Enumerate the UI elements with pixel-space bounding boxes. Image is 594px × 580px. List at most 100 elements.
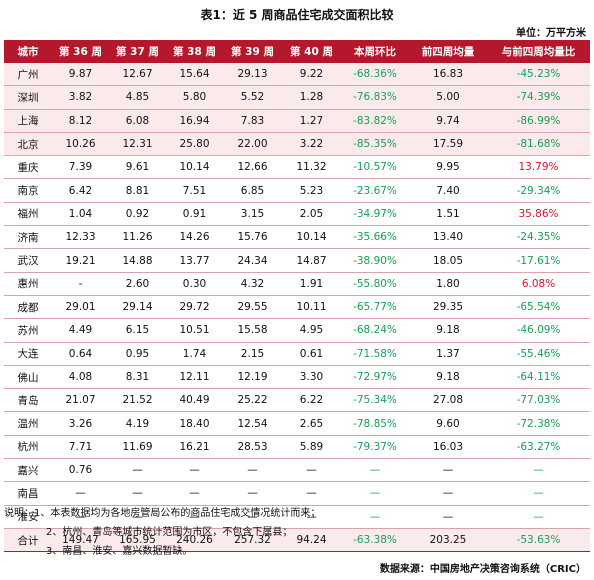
cell-w37: 11.69	[109, 435, 166, 460]
cell-w37: —	[109, 481, 166, 506]
cell-avg4: —	[409, 481, 487, 506]
cell-w37: 21.52	[109, 388, 166, 413]
cell-w36: 3.26	[52, 411, 109, 436]
table-row: 广州 9.87 12.67 15.64 29.13 9.22 -68.36% 16.83 -45…	[4, 62, 590, 87]
table-row: 嘉兴 0.76— — — — — — —	[4, 458, 590, 483]
total-cell-w36: 149.47	[52, 527, 109, 553]
cell-avg4: 9.18	[409, 365, 487, 390]
cell-w40: 9.22	[282, 62, 341, 87]
total-cell-w38: 240.26	[166, 527, 223, 553]
table-title: 表1：近 5 周商品住宅成交面积比较	[200, 8, 394, 22]
cell-vs-avg: -55.46%	[487, 342, 590, 366]
cell-w39: 12.66	[223, 155, 282, 180]
cell-w40: 5.89	[282, 435, 341, 460]
cell-avg4: 5.00	[409, 85, 487, 110]
cell-city: 青岛	[4, 388, 52, 413]
total-cell-city: 合计	[4, 527, 52, 553]
cell-w36: 10.26	[52, 132, 109, 157]
cell-w40: —	[282, 481, 341, 506]
col-header-vs-avg: 与前四周均量比	[487, 40, 590, 63]
cell-w37: 12.31	[109, 132, 166, 157]
cell-city: 杭州	[4, 435, 52, 460]
cell-w37: 2.60	[109, 272, 166, 296]
cell-avg4: 1.80	[409, 272, 487, 296]
cell-w39: 6.85	[223, 178, 282, 203]
cell-w39: 25.22	[223, 388, 282, 413]
cell-w39: 3.15	[223, 202, 282, 227]
unit-label: 单位：万平方米	[516, 28, 586, 39]
cell-vs-avg: —	[487, 505, 590, 529]
cell-vs-avg: -65.54%	[487, 295, 590, 320]
table-row: 上海 8.12 6.08 16.94 7.83 1.27 -83.82% 9.74 -86.99…	[4, 109, 590, 133]
table-row: 淮安 — — — — — — — —	[4, 505, 590, 529]
cell-city: 嘉兴	[4, 458, 52, 483]
cell-w39: 29.55	[223, 295, 282, 320]
cell-w39: 29.13	[223, 62, 282, 87]
col-header-w37: 第 37 周	[109, 40, 166, 63]
cell-w40: 14.87	[282, 248, 341, 273]
cell-w36: 29.01	[52, 295, 109, 320]
table-row: 南京 6.42 8.81 7.51 6.85 5.23 -23.67% 7.40 -29.34%	[4, 178, 590, 203]
cell-city: 重庆	[4, 155, 52, 180]
cell-w39: 7.83	[223, 109, 282, 133]
cell-avg4: 7.40	[409, 178, 487, 203]
cell-w36: 19.21	[52, 248, 109, 273]
cell-w37: 14.88	[109, 248, 166, 273]
cell-w40: 4.95	[282, 318, 341, 343]
cell-vs-avg: -72.38%	[487, 411, 590, 436]
transaction-table: 城市 第 36 周 第 37 周 第 38 周 第 39 周 第 40 周 本周…	[4, 40, 590, 553]
cell-w40: 2.65	[282, 411, 341, 436]
cell-vs-avg: -81.68%	[487, 132, 590, 157]
cell-w36: 4.08	[52, 365, 109, 390]
col-header-w36: 第 36 周	[52, 40, 109, 63]
cell-avg4: 9.95	[409, 155, 487, 180]
cell-w39: 5.52	[223, 85, 282, 110]
notes: 说明：1、本表数据均为各地房管局公布的商品住宅成交情况统计而来； 2、杭州、青岛…	[4, 504, 320, 561]
cell-city: 北京	[4, 132, 52, 157]
cell-w38: 10.14	[166, 155, 223, 180]
cell-w38: —	[166, 481, 223, 506]
cell-w37: 12.67	[109, 62, 166, 87]
table-row: 杭州 7.71 11.69 16.21 28.53 5.89 -79.37% 16.03 -63…	[4, 435, 590, 460]
cell-vs-avg: —	[487, 458, 590, 483]
cell-city: 南京	[4, 178, 52, 203]
cell-w37: 4.19	[109, 411, 166, 436]
table-row: 济南 12.33 11.26 14.26 15.76 10.14 -35.66% 13.40-…	[4, 225, 590, 250]
cell-w39: 22.00	[223, 132, 282, 157]
cell-avg4: 27.08	[409, 388, 487, 413]
cell-avg4: —	[409, 505, 487, 529]
cell-wow: —	[341, 481, 409, 506]
cell-city: 武汉	[4, 248, 52, 273]
total-cell-w40: 94.24	[282, 527, 341, 553]
cell-w36: 0.64	[52, 342, 109, 366]
cell-city: 温州	[4, 411, 52, 436]
cell-w37: 8.81	[109, 178, 166, 203]
cell-w38: 12.11	[166, 365, 223, 390]
cell-wow: -79.37%	[341, 435, 409, 460]
cell-w38: 14.26	[166, 225, 223, 250]
cell-city: 南昌	[4, 481, 52, 506]
cell-avg4: 17.59	[409, 132, 487, 157]
cell-avg4: 16.83	[409, 62, 487, 87]
cell-w37: 6.08	[109, 109, 166, 133]
cell-avg4: 9.60	[409, 411, 487, 436]
cell-w39: 2.15	[223, 342, 282, 366]
cell-w36: 21.07	[52, 388, 109, 413]
total-cell-vs-avg: -53.63%	[487, 527, 590, 553]
total-cell-avg4: 203.25	[409, 527, 487, 553]
table-row: 南昌 — — — — — — — —	[4, 481, 590, 506]
cell-w37: 8.31	[109, 365, 166, 390]
cell-wow: -75.34%	[341, 388, 409, 413]
cell-w38: 15.64	[166, 62, 223, 87]
cell-wow: -68.36%	[341, 62, 409, 87]
note-line-2: 2、杭州、青岛等城市统计范围为市区，不包含下属县；	[46, 527, 293, 538]
cell-w36: 7.39	[52, 155, 109, 180]
cell-w39: —	[223, 481, 282, 506]
cell-city: 上海	[4, 109, 52, 133]
cell-wow: -85.35%	[341, 132, 409, 157]
table-row: 深圳 3.82 4.85 5.80 5.52 1.28 -76.83% 5.00 -74.39%	[4, 85, 590, 110]
cell-w40: 11.32	[282, 155, 341, 180]
cell-wow: -72.97%	[341, 365, 409, 390]
cell-w38: 25.80	[166, 132, 223, 157]
cell-w39: —	[223, 458, 282, 483]
